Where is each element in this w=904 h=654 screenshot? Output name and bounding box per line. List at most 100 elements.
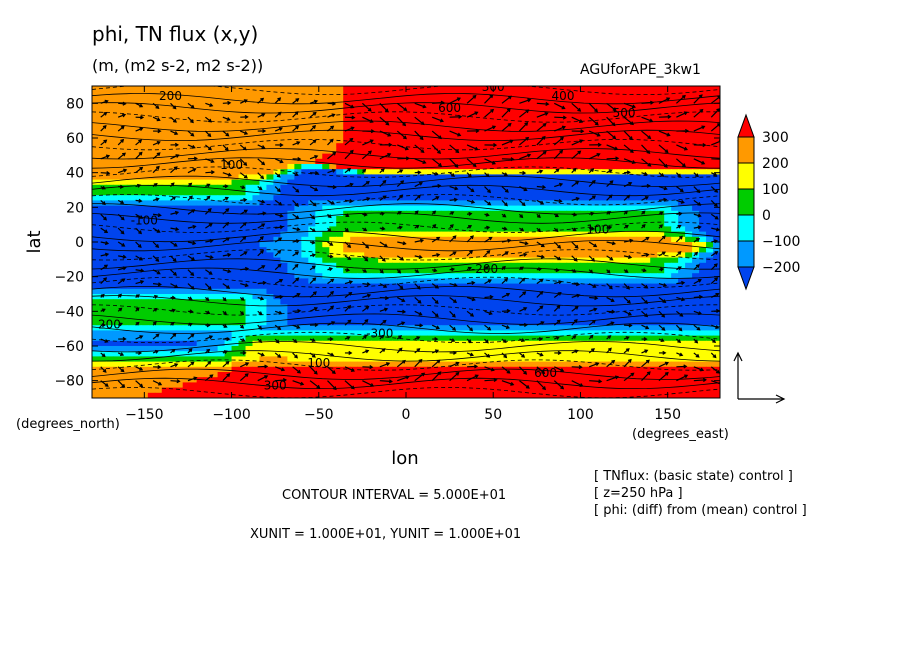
- heatmap-cell: [294, 335, 302, 342]
- heatmap-cell: [475, 184, 484, 191]
- heatmap-cell: [531, 236, 540, 243]
- heatmap-cell: [713, 340, 720, 347]
- heatmap-cell: [357, 143, 365, 149]
- heatmap-cell: [657, 190, 665, 196]
- heatmap-cell: [566, 366, 575, 373]
- heatmap-cell: [350, 242, 358, 248]
- heatmap-cell: [280, 221, 288, 227]
- heatmap-cell: [315, 309, 323, 316]
- heatmap-cell: [315, 340, 323, 347]
- heatmap-cell: [496, 340, 505, 347]
- heatmap-cell: [643, 169, 651, 175]
- heatmap-cell: [517, 127, 526, 134]
- heatmap-cell: [294, 288, 302, 295]
- heatmap-cell: [182, 205, 191, 212]
- heatmap-cell: [196, 278, 205, 285]
- heatmap-cell: [210, 127, 219, 134]
- heatmap-cell: [385, 288, 393, 295]
- heatmap-cell: [350, 361, 358, 368]
- heatmap-cell: [650, 96, 658, 103]
- heatmap-cell: [447, 205, 456, 212]
- heatmap-cell: [629, 205, 637, 212]
- heatmap-cell: [517, 340, 526, 347]
- heatmap-cell: [629, 257, 637, 264]
- heatmap-cell: [489, 184, 498, 191]
- heatmap-cell: [147, 153, 156, 160]
- heatmap-cell: [622, 174, 630, 181]
- heatmap-cell: [433, 138, 442, 144]
- heatmap-cell: [426, 210, 435, 217]
- heatmap-cell: [468, 366, 477, 373]
- heatmap-cell: [357, 221, 365, 227]
- heatmap-cell: [706, 257, 714, 264]
- heatmap-cell: [322, 366, 330, 373]
- heatmap-cell: [475, 288, 484, 295]
- heatmap-cell: [189, 262, 198, 269]
- heatmap-cell: [119, 356, 128, 363]
- heatmap-cell: [580, 174, 589, 181]
- heatmap-cell: [92, 117, 100, 123]
- heatmap-cell: [440, 132, 449, 139]
- heatmap-cell: [392, 164, 400, 170]
- heatmap-cell: [615, 164, 623, 170]
- heatmap-cell: [531, 351, 540, 357]
- heatmap-cell: [419, 252, 428, 259]
- heatmap-cell: [350, 195, 358, 201]
- heatmap-cell: [217, 169, 226, 175]
- heatmap-cell: [685, 366, 693, 373]
- heatmap-cell: [671, 314, 679, 321]
- heatmap-cell: [294, 200, 302, 207]
- heatmap-cell: [573, 252, 582, 259]
- heatmap-cell: [266, 236, 275, 243]
- heatmap-cell: [454, 221, 463, 227]
- heatmap-cell: [231, 138, 240, 144]
- heatmap-cell: [175, 216, 184, 222]
- heatmap-cell: [280, 314, 288, 321]
- heatmap-cell: [580, 169, 589, 175]
- heatmap-cell: [203, 273, 212, 279]
- heatmap-cell: [671, 346, 679, 352]
- heatmap-cell: [517, 231, 526, 238]
- heatmap-cell: [231, 288, 240, 295]
- heatmap-cell: [440, 179, 449, 186]
- heatmap-cell: [224, 330, 233, 337]
- heatmap-cell: [252, 117, 261, 123]
- heatmap-cell: [224, 86, 233, 92]
- heatmap-cell: [517, 91, 526, 97]
- heatmap-cell: [482, 236, 491, 243]
- heatmap-cell: [287, 190, 295, 196]
- heatmap-cell: [92, 96, 100, 103]
- heatmap-cell: [196, 299, 205, 305]
- heatmap-cell: [301, 132, 309, 139]
- heatmap-cell: [524, 195, 533, 201]
- heatmap-cell: [287, 200, 295, 207]
- heatmap-cell: [280, 127, 288, 134]
- heatmap-cell: [245, 356, 254, 363]
- heatmap-cell: [573, 299, 582, 305]
- heatmap-cell: [461, 257, 470, 264]
- heatmap-cell: [636, 226, 644, 233]
- heatmap-cell: [385, 179, 393, 186]
- heatmap-cell: [182, 164, 191, 170]
- heatmap-cell: [364, 143, 372, 149]
- heatmap-cell: [706, 314, 714, 321]
- heatmap-cell: [650, 153, 658, 160]
- heatmap-cell: [433, 210, 442, 217]
- heatmap-cell: [343, 247, 351, 253]
- heatmap-cell: [231, 226, 240, 233]
- heatmap-cell: [433, 216, 442, 222]
- heatmap-cell: [287, 132, 295, 139]
- heatmap-cell: [266, 294, 275, 300]
- heatmap-cell: [643, 205, 651, 212]
- heatmap-cell: [643, 101, 651, 108]
- heatmap-cell: [322, 153, 330, 160]
- heatmap-cell: [126, 174, 135, 181]
- heatmap-cell: [182, 231, 191, 238]
- heatmap-cell: [168, 236, 177, 243]
- heatmap-cell: [419, 273, 428, 279]
- heatmap-cell: [266, 164, 275, 170]
- heatmap-cell: [322, 294, 330, 300]
- heatmap-cell: [364, 351, 372, 357]
- heatmap-cell: [161, 164, 170, 170]
- heatmap-cell: [692, 86, 700, 92]
